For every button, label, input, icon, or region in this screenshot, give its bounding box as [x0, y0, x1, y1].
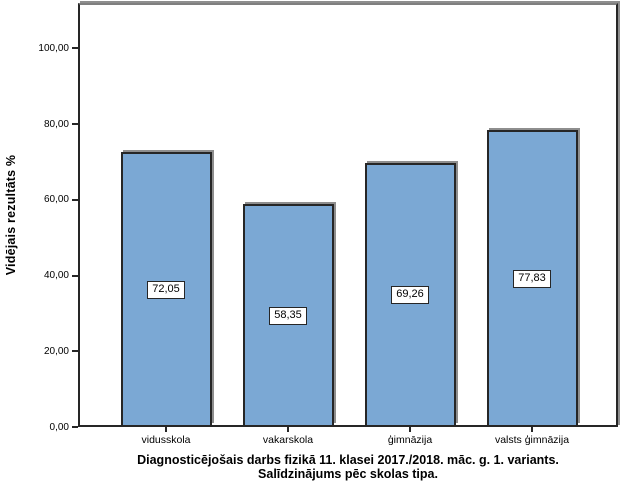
bar-value-label: 69,26 [391, 286, 429, 304]
y-tick-label: 20,00 [43, 345, 69, 357]
y-tick-mark [72, 123, 78, 126]
y-tick-mark [72, 274, 78, 277]
y-tick-label: 0,00 [49, 421, 69, 433]
y-tick-mark [72, 47, 78, 50]
bar-value-label: 72,05 [147, 280, 185, 299]
y-tick-mark [72, 350, 78, 353]
x-tick-mark [287, 427, 289, 432]
y-tick-label: 40,00 [43, 270, 69, 282]
chart-title-line-2: Salīdzinājums pēc skolas tipa. [258, 467, 438, 481]
plot-area: 72,05 58,35 69,26 77,83 [78, 3, 618, 427]
x-category-label-ģimnāzija: ģimnāzija [387, 434, 433, 446]
y-tick-label: 100,00 [38, 42, 69, 54]
x-tick-mark [531, 427, 533, 432]
x-tick-mark [409, 427, 411, 432]
y-tick-label: 60,00 [43, 194, 69, 206]
bar-vakarskola: 58,35 [242, 204, 334, 425]
y-tick-label: 80,00 [43, 118, 69, 130]
x-axis: vidusskola vakarskola ģimnāzija valsts ģimn… [78, 427, 618, 449]
chart-title: Diagnosticējošais darbs fizikā 11. klase… [48, 453, 625, 481]
x-category-label-valsts ģimnāzija: valsts ģimnāzija [494, 434, 570, 446]
bar-valsts ģimnāzija: 77,83 [486, 130, 578, 425]
y-tick-mark [72, 426, 78, 428]
chart-title-line-1: Diagnosticējošais darbs fizikā 11. klase… [137, 453, 559, 467]
bar-ģimnāzija: 69,26 [364, 163, 456, 425]
x-tick-mark [165, 427, 167, 432]
x-category-label-vakarskola: vakarskola [262, 434, 314, 446]
bar-vidusskola: 72,05 [120, 152, 212, 425]
y-axis: 0,00 20,00 40,00 60,00 80,00 100,00 [0, 3, 78, 433]
x-category-label-vidusskola: vidusskola [141, 434, 191, 446]
bar-value-label: 58,35 [269, 306, 307, 325]
bar-value-label: 77,83 [513, 269, 551, 288]
y-tick-mark [72, 198, 78, 201]
